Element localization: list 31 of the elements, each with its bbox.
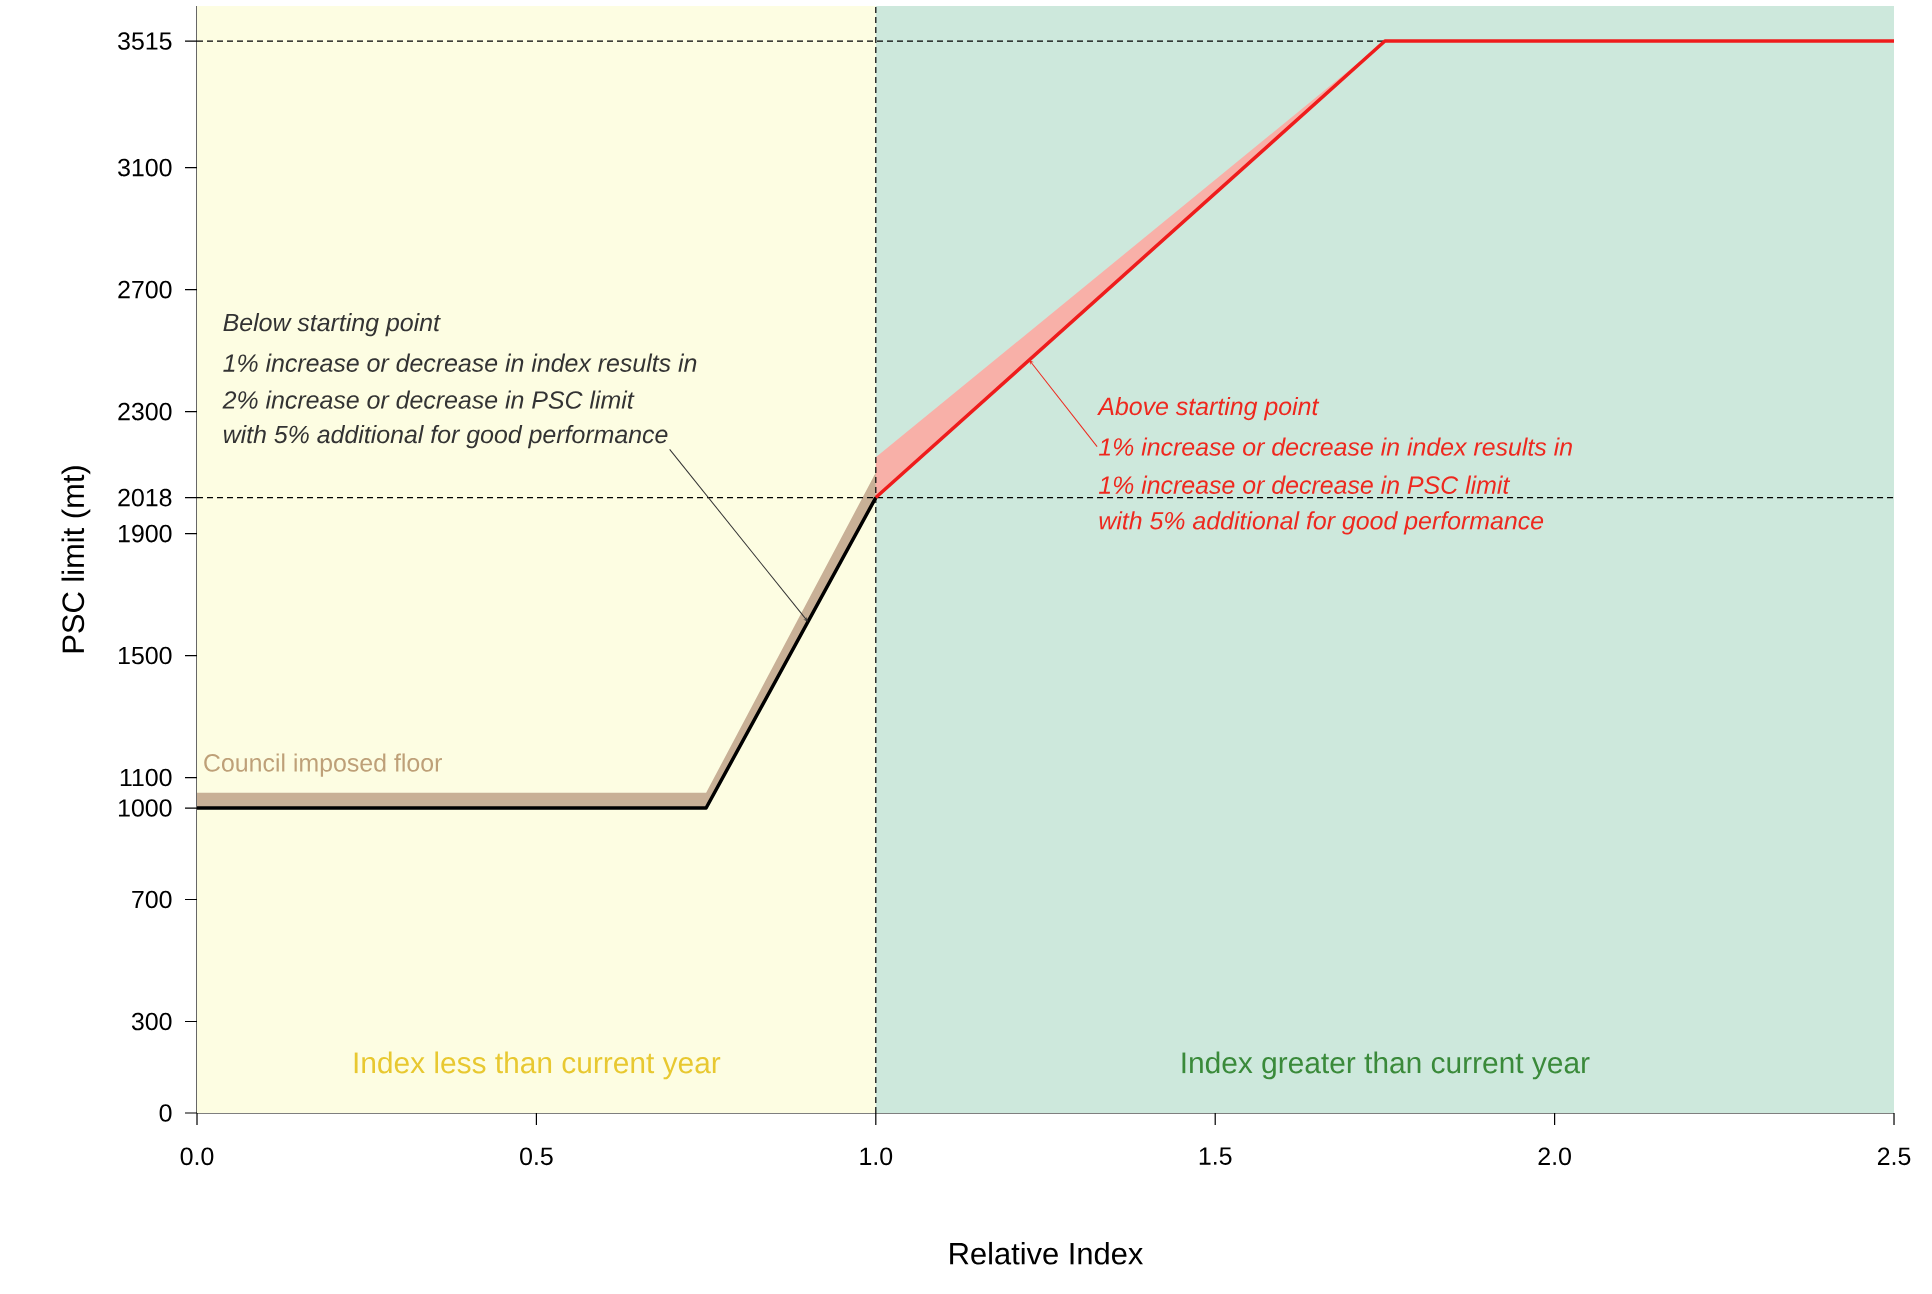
band-label: Index less than current year: [354, 1051, 721, 1080]
y-tick-label: 1100: [120, 768, 172, 787]
x-tick-label: 0.0: [180, 1147, 214, 1166]
y-tick-label: 3100: [118, 158, 172, 177]
y-tick-label: 3515: [118, 32, 172, 50]
annotation: 2% increase or decrease in PSC limit: [222, 390, 635, 409]
x-axis-title: Relative Index: [950, 1241, 1143, 1265]
annotation: with 5% additional for good performance: [223, 424, 668, 449]
annotation: 1% increase or decrease in index results in: [1098, 437, 1572, 456]
x-tick-label: 2.0: [1538, 1147, 1571, 1166]
x-tick-label: 1.0: [860, 1147, 893, 1166]
annotation: Council imposed floor: [204, 753, 442, 777]
y-tick-label: 1000: [118, 799, 172, 817]
y-tick-label: 300: [131, 1012, 172, 1031]
annotation: 1% increase or decrease in index results in: [223, 353, 697, 372]
annotation: Above starting point: [1097, 396, 1320, 421]
annotation: with 5% additional for good performance: [1099, 511, 1544, 535]
x-tick-label: 1.5: [1199, 1147, 1232, 1165]
band-label: Index greater than current year: [1182, 1051, 1590, 1080]
y-tick-label: 0: [159, 1104, 172, 1122]
x-tick-label: 2.5: [1877, 1147, 1911, 1166]
x-tick-label: 0.5: [520, 1147, 553, 1166]
y-tick-label: 700: [132, 890, 172, 909]
y-tick-label: 2700: [118, 280, 172, 299]
y-tick-label: 2018: [118, 488, 172, 507]
y-tick-label: 1900: [118, 524, 172, 543]
annotation: 1% increase or decrease in PSC limit: [1098, 475, 1511, 494]
y-tick-label: 2300: [118, 402, 172, 421]
y-axis-title: PSC limit (mt): [61, 466, 91, 653]
y-tick-label: 1500: [118, 646, 172, 665]
annotation: Below starting point: [223, 313, 441, 337]
